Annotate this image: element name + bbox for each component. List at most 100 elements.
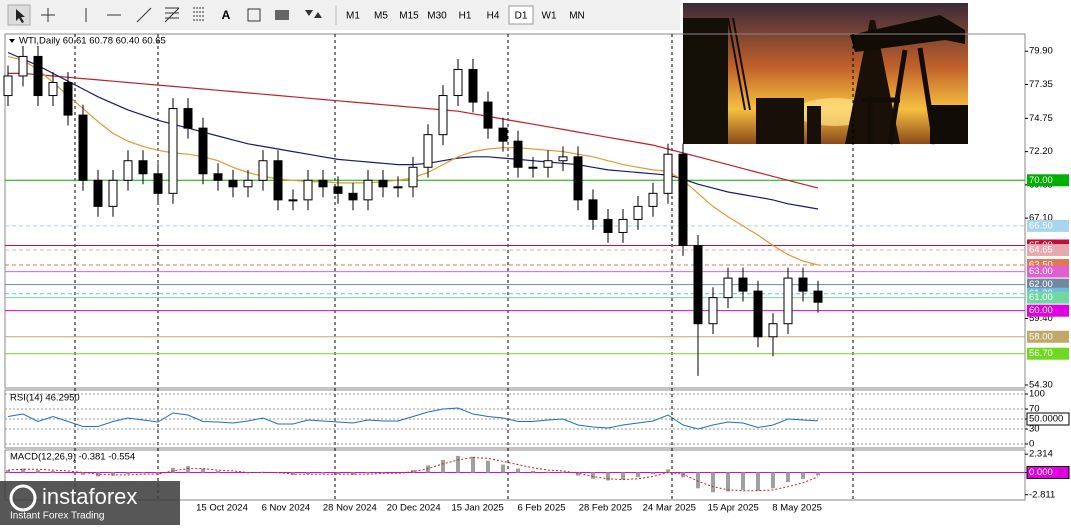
level-label-box (1027, 219, 1069, 232)
candle-body (438, 95, 448, 136)
candle-body (633, 205, 643, 220)
candle-body (663, 153, 673, 194)
fibo-icon[interactable] (193, 7, 205, 21)
candle-body (168, 108, 178, 194)
histogram-bar (21, 468, 25, 473)
timeframe-button[interactable]: M30 (427, 11, 447, 22)
level-label-box (1027, 244, 1069, 257)
candle-body (483, 101, 493, 129)
rect-tool[interactable] (275, 10, 289, 20)
y-tick-label: 2.314 (1029, 449, 1053, 460)
timeframe-button[interactable]: MN (569, 11, 585, 22)
histogram-bar (606, 472, 610, 481)
histogram-bar (456, 455, 460, 473)
histogram-bar (126, 472, 130, 475)
timeframe-button[interactable]: H4 (487, 11, 500, 22)
candle-body (33, 55, 43, 97)
candle-body (603, 218, 613, 233)
level-label-box (1027, 174, 1069, 187)
candle-body (48, 82, 58, 97)
candle-body (78, 114, 88, 181)
x-tick-label: 28 Nov 2024 (323, 503, 377, 514)
level-label: 64.65 (1029, 245, 1053, 256)
price-title: WTI,Daily 60.61 60.78 60.40 60.65 (19, 36, 166, 47)
channel-icon[interactable] (164, 7, 180, 23)
timeframe-button[interactable]: W1 (542, 11, 557, 22)
oil-photo (683, 3, 968, 145)
candle-body (768, 323, 778, 338)
header-arrow (9, 39, 15, 43)
tick-label-box (1026, 412, 1070, 426)
level-label: 63.00 (1029, 266, 1053, 277)
arrows-tool[interactable] (305, 10, 322, 18)
x-tick-label: 15 Oct 2024 (196, 503, 248, 514)
level-label-box (1027, 304, 1069, 317)
macd-panel (4, 449, 1026, 501)
text-tool[interactable]: A (222, 8, 231, 22)
histogram-bar (576, 472, 580, 476)
histogram-bar (306, 472, 310, 475)
candle-body (618, 218, 628, 233)
y-tick-label: 77.35 (1029, 79, 1053, 90)
timeframe-button[interactable]: D1 (515, 11, 528, 22)
candle-body (783, 277, 793, 325)
timeframe-button[interactable]: M15 (399, 11, 419, 22)
y-tick-label: 79.90 (1029, 46, 1053, 57)
y-tick-label: 59.40 (1029, 313, 1053, 324)
level-label: 56.70 (1029, 348, 1053, 359)
headers: WTI,Daily 60.61 60.78 60.40 60.65 RSI(14… (9, 36, 166, 463)
y-tick-label: 67.10 (1029, 213, 1053, 224)
histogram-bar (516, 468, 520, 473)
brand: instaforex (42, 484, 137, 509)
candle-body (303, 179, 313, 201)
label-tool[interactable] (247, 8, 261, 22)
trendline-icon[interactable] (136, 7, 152, 23)
x-tick-label: 15 Jan 2025 (451, 503, 503, 514)
histogram-bar (816, 472, 820, 476)
histogram-bar (96, 472, 100, 477)
histogram-bar (741, 472, 745, 490)
x-tick-label: 20 Dec 2024 (387, 503, 441, 514)
tank (683, 18, 728, 144)
logo-mark (9, 484, 37, 512)
histogram-bar (771, 472, 775, 489)
histogram-bar (531, 470, 535, 473)
histogram-bar (801, 472, 805, 479)
y-tick-label: 30 (1029, 424, 1040, 435)
tagline: Instant Forex Trading (10, 511, 105, 522)
candle-body (423, 134, 433, 168)
candle-body (753, 290, 763, 338)
crosshair-icon[interactable] (41, 8, 55, 22)
histogram-bar (291, 472, 295, 475)
candle-body (468, 68, 478, 103)
candle-body (723, 277, 733, 299)
candle-body (108, 179, 118, 207)
histogram-bar (561, 471, 565, 473)
histogram-bar (666, 469, 670, 473)
y-tick-label: 0.000 (1029, 467, 1053, 478)
rsi-line (7, 407, 819, 430)
y-tick-label: 72.20 (1029, 146, 1053, 157)
candle-body (408, 166, 418, 188)
pumpjack-legs (862, 47, 938, 145)
candle-body (543, 160, 553, 168)
y-tick-label: 0 (1029, 439, 1034, 450)
x-tick-label: 6 Feb 2025 (517, 503, 565, 514)
histogram-bar (261, 471, 265, 473)
timeframe-button[interactable]: M1 (346, 11, 360, 22)
timeframe-button[interactable]: H1 (459, 11, 472, 22)
timeframe-button[interactable]: M5 (374, 11, 388, 22)
y-tick-label: -2.811 (1029, 489, 1055, 500)
plots: 79.9077.3574.7572.2069.6567.1059.4054.30… (3, 46, 1070, 514)
candle-body (513, 140, 523, 168)
macd-title: MACD(12,26,9) -0.381 -0.554 (10, 452, 135, 463)
candle-body (213, 173, 223, 181)
histogram-bar (681, 472, 685, 478)
histogram-bar (111, 472, 115, 476)
histogram-bar (441, 459, 445, 473)
histogram-bar (186, 466, 190, 473)
histogram-bar (501, 464, 505, 473)
candle-body (798, 277, 808, 292)
histogram-bar (621, 472, 625, 480)
